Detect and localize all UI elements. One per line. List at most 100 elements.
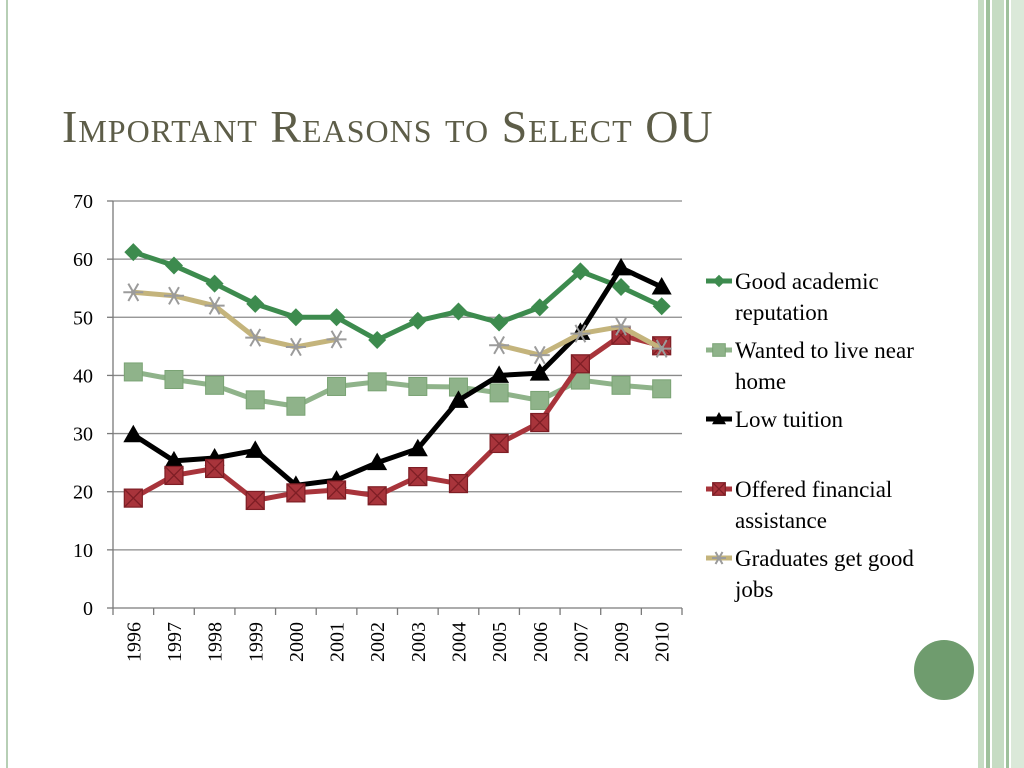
x-tick-label: 1997 xyxy=(164,622,186,662)
y-tick-label: 50 xyxy=(73,307,93,329)
legend-label: Offered financial xyxy=(735,477,892,502)
data-point xyxy=(529,345,550,365)
data-point xyxy=(407,438,428,457)
data-point xyxy=(368,330,387,349)
series-offered-financial-assistance xyxy=(123,325,672,511)
data-point xyxy=(571,262,590,281)
data-point xyxy=(286,483,306,503)
right-border-stripe xyxy=(1011,0,1024,768)
data-point xyxy=(124,243,143,262)
y-tick-label: 40 xyxy=(73,365,93,387)
data-point xyxy=(123,424,144,443)
right-border-stripe xyxy=(978,0,984,768)
data-point xyxy=(490,313,509,332)
data-point xyxy=(652,379,672,399)
data-point xyxy=(205,458,225,479)
data-point xyxy=(164,369,184,389)
data-point xyxy=(245,390,265,410)
data-point xyxy=(245,490,265,511)
data-point xyxy=(712,274,726,288)
x-tick-label: 2001 xyxy=(327,622,349,662)
x-tick-label: 2003 xyxy=(408,622,430,662)
data-point xyxy=(651,339,672,358)
data-point xyxy=(164,465,184,486)
x-tick-label: 2006 xyxy=(530,622,552,662)
data-point xyxy=(326,480,347,500)
legend-item: Offered financial assistance xyxy=(706,477,892,533)
legend-item: Good academic reputation xyxy=(706,269,879,325)
data-point xyxy=(570,354,590,374)
data-point xyxy=(611,375,631,395)
data-point xyxy=(489,336,510,355)
data-point xyxy=(530,298,549,317)
legend-item: Graduates get good jobs xyxy=(706,546,914,602)
series-line xyxy=(130,249,665,343)
data-point xyxy=(163,450,184,469)
right-border-stripe xyxy=(986,0,990,768)
data-point xyxy=(123,283,144,302)
data-point xyxy=(408,311,427,330)
data-point xyxy=(245,440,266,458)
chart-axes: 0 10 20 30 40 50 60 70 1996 1997 1998 1999 2000 2001 2… xyxy=(73,191,683,662)
data-point xyxy=(285,337,306,357)
x-tick-label: 1999 xyxy=(245,622,267,662)
data-point xyxy=(205,375,225,395)
right-border-stripe xyxy=(992,0,1004,768)
right-border-stripe xyxy=(1006,0,1009,768)
legend-item: Wanted to live near home xyxy=(706,338,914,394)
data-point xyxy=(489,433,509,454)
data-point xyxy=(652,297,671,316)
data-point xyxy=(245,328,266,347)
x-tick-label: 2004 xyxy=(448,622,470,662)
series-graduates-get-good-jobs xyxy=(123,283,672,365)
data-point xyxy=(651,277,672,295)
legend-label: reputation xyxy=(735,300,829,325)
x-tick-label: 2002 xyxy=(367,622,389,662)
chart-legend: Good academic reputation Wanted to live ne… xyxy=(706,269,914,602)
y-tick-label: 10 xyxy=(73,540,93,562)
y-tick-label: 60 xyxy=(73,249,93,271)
data-point xyxy=(367,372,387,392)
data-point xyxy=(611,257,632,276)
series-wanted-to-live-near-home xyxy=(123,362,672,416)
data-point xyxy=(246,294,265,313)
legend-label: home xyxy=(735,369,786,394)
data-point xyxy=(570,324,591,343)
data-point xyxy=(164,256,183,275)
left-accent-rule xyxy=(6,0,8,768)
legend-label: Wanted to live near xyxy=(735,338,914,363)
data-point xyxy=(489,383,509,403)
data-point xyxy=(448,473,469,494)
x-tick-label: 2007 xyxy=(570,622,592,662)
chart-series xyxy=(123,243,672,511)
data-point xyxy=(286,396,306,416)
grid-lines xyxy=(113,200,682,551)
data-point xyxy=(712,551,726,565)
legend-label: jobs xyxy=(734,577,773,602)
x-tick-label: 1996 xyxy=(123,622,145,662)
x-tick-label: 2000 xyxy=(286,622,308,662)
x-tick-label: 2005 xyxy=(489,622,511,662)
legend-label: Graduates get good xyxy=(735,546,914,571)
y-tick-label: 0 xyxy=(83,598,93,620)
x-tick-label: 1998 xyxy=(205,622,227,662)
data-point xyxy=(205,274,224,293)
y-tick-label: 70 xyxy=(73,191,93,213)
legend-item: Low tuition xyxy=(706,407,843,432)
data-point xyxy=(489,365,510,383)
x-tick-label: 2009 xyxy=(611,622,633,662)
data-point xyxy=(449,302,468,321)
data-point xyxy=(367,452,388,471)
data-point xyxy=(529,363,550,381)
decorative-circle xyxy=(914,640,974,700)
data-point xyxy=(530,390,550,410)
data-point xyxy=(326,330,347,349)
data-point xyxy=(163,286,184,305)
data-point xyxy=(448,390,469,408)
x-tick-label: 2010 xyxy=(652,622,674,662)
legend-label: Good academic xyxy=(735,269,879,294)
y-tick-label: 30 xyxy=(73,424,93,446)
data-point xyxy=(286,308,305,327)
legend-label: Low tuition xyxy=(735,407,843,432)
